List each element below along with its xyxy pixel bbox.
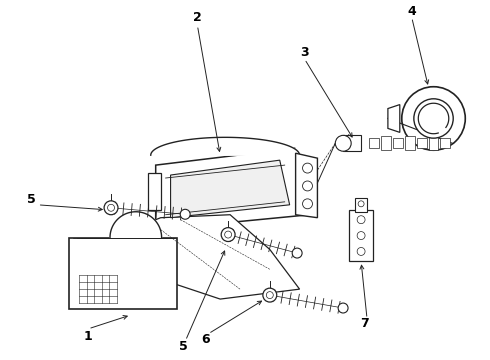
Text: 5: 5 bbox=[179, 340, 188, 353]
Circle shape bbox=[357, 247, 365, 255]
Circle shape bbox=[302, 199, 313, 209]
Polygon shape bbox=[171, 160, 290, 218]
Circle shape bbox=[267, 292, 273, 298]
Circle shape bbox=[302, 163, 313, 173]
Bar bbox=[355, 198, 367, 212]
Circle shape bbox=[358, 201, 364, 207]
Text: 6: 6 bbox=[201, 333, 210, 346]
Polygon shape bbox=[131, 215, 299, 299]
Circle shape bbox=[292, 248, 302, 258]
Polygon shape bbox=[148, 173, 161, 210]
Bar bbox=[70, 238, 176, 309]
Circle shape bbox=[338, 303, 348, 313]
Circle shape bbox=[108, 204, 115, 211]
Bar bbox=[429, 136, 439, 150]
Polygon shape bbox=[388, 105, 400, 132]
Circle shape bbox=[224, 231, 232, 238]
Circle shape bbox=[335, 135, 351, 151]
Polygon shape bbox=[295, 153, 318, 218]
Polygon shape bbox=[156, 148, 310, 230]
Circle shape bbox=[402, 87, 465, 150]
Circle shape bbox=[221, 228, 235, 242]
Bar bbox=[405, 136, 415, 150]
Text: 7: 7 bbox=[360, 318, 368, 330]
Circle shape bbox=[357, 216, 365, 224]
Text: 2: 2 bbox=[193, 11, 202, 24]
Text: 5: 5 bbox=[27, 193, 36, 206]
Bar bbox=[349, 210, 373, 261]
Bar bbox=[369, 138, 379, 148]
Polygon shape bbox=[110, 212, 162, 238]
Circle shape bbox=[104, 201, 118, 215]
Bar bbox=[416, 138, 427, 148]
Text: 4: 4 bbox=[407, 5, 416, 18]
Bar bbox=[441, 138, 450, 148]
Circle shape bbox=[302, 181, 313, 191]
Circle shape bbox=[263, 288, 277, 302]
Circle shape bbox=[357, 231, 365, 239]
Bar bbox=[381, 136, 391, 150]
Bar bbox=[393, 138, 403, 148]
Polygon shape bbox=[151, 137, 299, 155]
Text: 1: 1 bbox=[84, 330, 93, 343]
Circle shape bbox=[180, 209, 190, 219]
Text: 3: 3 bbox=[300, 46, 309, 59]
Bar bbox=[343, 135, 361, 151]
Circle shape bbox=[414, 99, 453, 138]
